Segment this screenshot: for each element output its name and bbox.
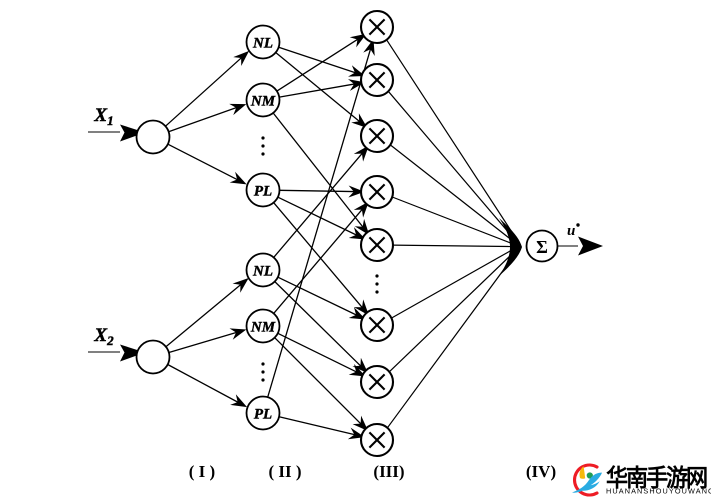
- svg-text:( I ): ( I ): [189, 462, 215, 481]
- svg-text:NM: NM: [250, 319, 276, 335]
- svg-text:Σ: Σ: [536, 237, 548, 257]
- svg-text:NL: NL: [252, 35, 273, 51]
- svg-text:( II ): ( II ): [268, 462, 301, 481]
- svg-text:HUANANSHOUYOUWANG: HUANANSHOUYOUWANG: [606, 487, 711, 496]
- svg-text:(IV): (IV): [526, 462, 556, 481]
- svg-text:PL: PL: [254, 406, 272, 422]
- svg-text:NL: NL: [252, 263, 273, 279]
- svg-text:NM: NM: [250, 93, 276, 109]
- svg-text:PL: PL: [254, 183, 272, 199]
- svg-text:u: u: [567, 223, 575, 239]
- svg-text:(III): (III): [373, 462, 404, 481]
